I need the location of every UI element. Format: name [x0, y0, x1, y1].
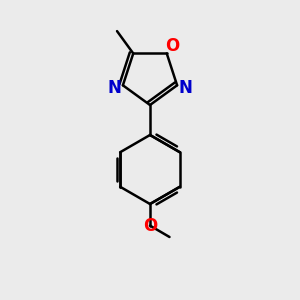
- Text: O: O: [165, 37, 179, 55]
- Text: N: N: [108, 79, 122, 97]
- Text: N: N: [178, 79, 192, 97]
- Text: O: O: [143, 217, 157, 235]
